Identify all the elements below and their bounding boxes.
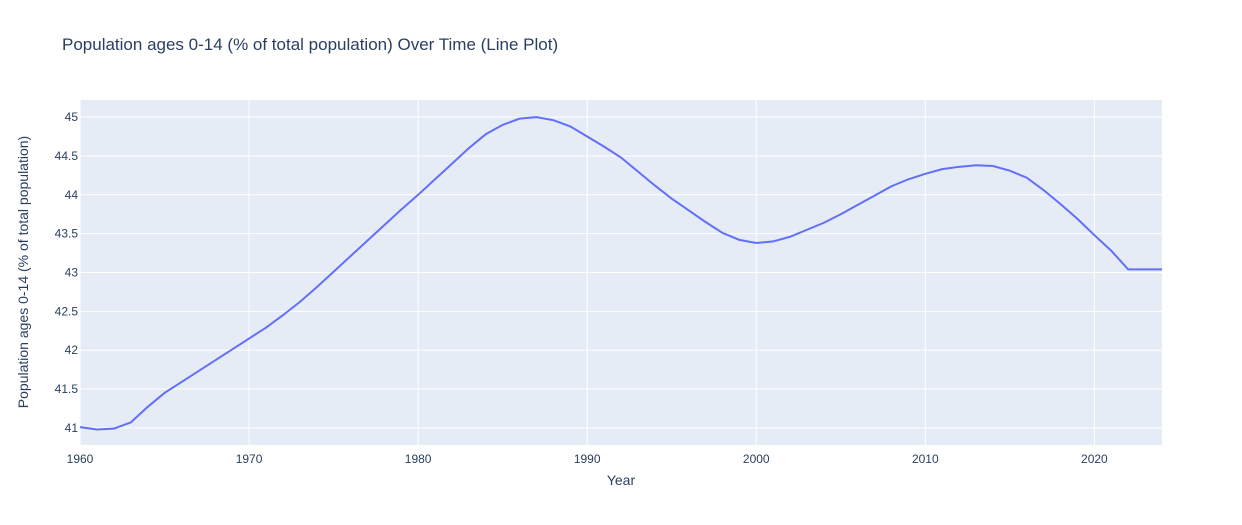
series-line [79,116,1162,431]
y-tick-label: 45 [65,110,79,124]
x-tick-label: 1970 [236,452,263,466]
x-tick-label: 2010 [912,452,939,466]
chart-title: Population ages 0-14 (% of total populat… [62,35,558,54]
x-axis-label: Year [607,472,636,488]
y-tick-label: 42 [65,343,79,357]
x-axis-ticks: 1960 1970 1980 1990 2000 2010 2020 [67,452,1108,466]
y-tick-label: 41.5 [55,382,79,396]
x-tick-label: 1960 [67,452,94,466]
y-tick-label: 43.5 [55,227,79,241]
x-tick-label: 1980 [405,452,432,466]
x-tick-label: 1990 [574,452,601,466]
y-axis-ticks: 41 41.5 42 42.5 43 43.5 44 44.5 45 [55,110,79,435]
y-tick-label: 41 [65,421,79,435]
y-axis-label: Population ages 0-14 (% of total populat… [15,136,31,408]
x-tick-label: 2020 [1081,452,1108,466]
y-tick-label: 44 [65,188,79,202]
y-tick-label: 43 [65,266,79,280]
y-tick-label: 44.5 [55,149,79,163]
gridlines [79,100,1162,445]
x-tick-label: 2000 [743,452,770,466]
y-tick-label: 42.5 [55,304,79,318]
